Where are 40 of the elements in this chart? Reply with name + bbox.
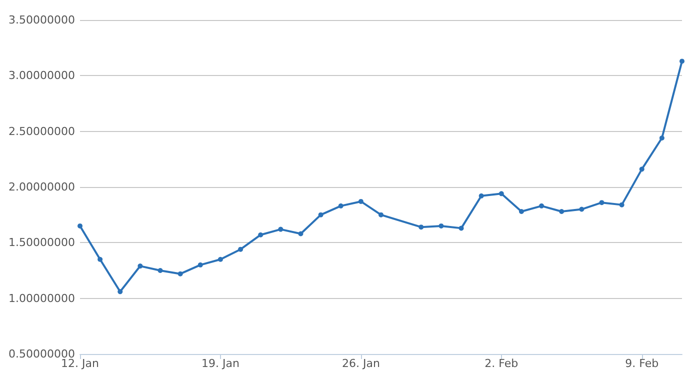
x-tick-label: 19. Jan [201, 357, 240, 370]
point [318, 212, 324, 218]
point [378, 212, 384, 218]
point [619, 202, 624, 208]
y-tick-label: 2.00000000 [8, 180, 75, 194]
point [218, 256, 223, 262]
point [559, 208, 564, 214]
point [518, 208, 524, 214]
point [158, 268, 163, 273]
point [278, 226, 284, 232]
point [458, 226, 464, 231]
point [418, 224, 424, 230]
point [118, 289, 123, 294]
point [438, 223, 444, 228]
point [298, 231, 304, 236]
y-tick-label: 3.00000000 [8, 69, 75, 82]
y-tick-label: 1.50000000 [8, 236, 75, 250]
point [639, 166, 644, 172]
point [338, 203, 344, 208]
point [198, 262, 203, 268]
point [358, 198, 364, 204]
point [478, 193, 484, 198]
point [258, 232, 264, 238]
point [138, 264, 143, 269]
point [599, 200, 604, 206]
point [498, 191, 504, 196]
x-tick-label: 2. Feb [484, 357, 518, 370]
point [539, 203, 544, 208]
point [238, 246, 244, 252]
point [178, 271, 183, 276]
point [78, 223, 82, 228]
point [579, 206, 584, 212]
x-tick-label: 26. Jan [342, 357, 380, 370]
point [659, 136, 664, 141]
point [98, 256, 103, 262]
y-tick-label: 1.00000000 [8, 292, 75, 305]
point [680, 58, 684, 64]
y-tick-label: 2.50000000 [8, 124, 75, 138]
x-tick-label: 9. Feb [625, 357, 659, 370]
y-tick-label: 3.50000000 [8, 14, 75, 26]
